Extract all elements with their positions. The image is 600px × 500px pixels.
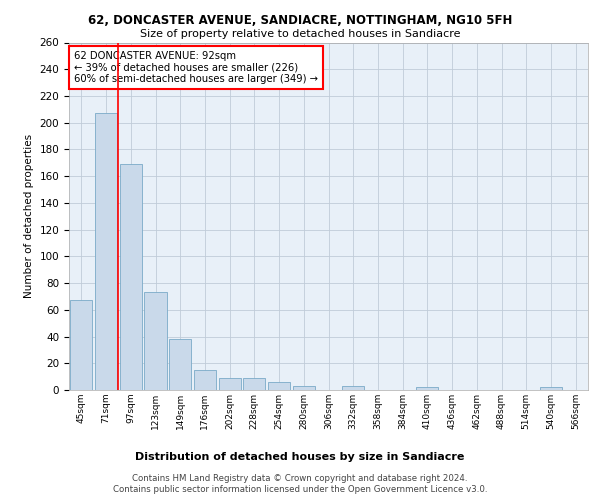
Bar	[70, 300, 92, 390]
Bar	[194, 370, 216, 390]
Text: Distribution of detached houses by size in Sandiacre: Distribution of detached houses by size …	[136, 452, 464, 462]
Bar	[119, 164, 142, 390]
Bar	[540, 388, 562, 390]
Bar	[293, 386, 315, 390]
Bar	[145, 292, 167, 390]
Bar	[243, 378, 265, 390]
Text: 62, DONCASTER AVENUE, SANDIACRE, NOTTINGHAM, NG10 5FH: 62, DONCASTER AVENUE, SANDIACRE, NOTTING…	[88, 14, 512, 27]
Bar	[342, 386, 364, 390]
Y-axis label: Number of detached properties: Number of detached properties	[24, 134, 34, 298]
Bar	[268, 382, 290, 390]
Text: Size of property relative to detached houses in Sandiacre: Size of property relative to detached ho…	[140, 29, 460, 39]
Text: 62 DONCASTER AVENUE: 92sqm
← 39% of detached houses are smaller (226)
60% of sem: 62 DONCASTER AVENUE: 92sqm ← 39% of deta…	[74, 51, 318, 84]
Bar	[416, 388, 439, 390]
Text: Contains HM Land Registry data © Crown copyright and database right 2024.
Contai: Contains HM Land Registry data © Crown c…	[113, 474, 487, 494]
Bar	[95, 114, 117, 390]
Bar	[218, 378, 241, 390]
Bar	[169, 339, 191, 390]
